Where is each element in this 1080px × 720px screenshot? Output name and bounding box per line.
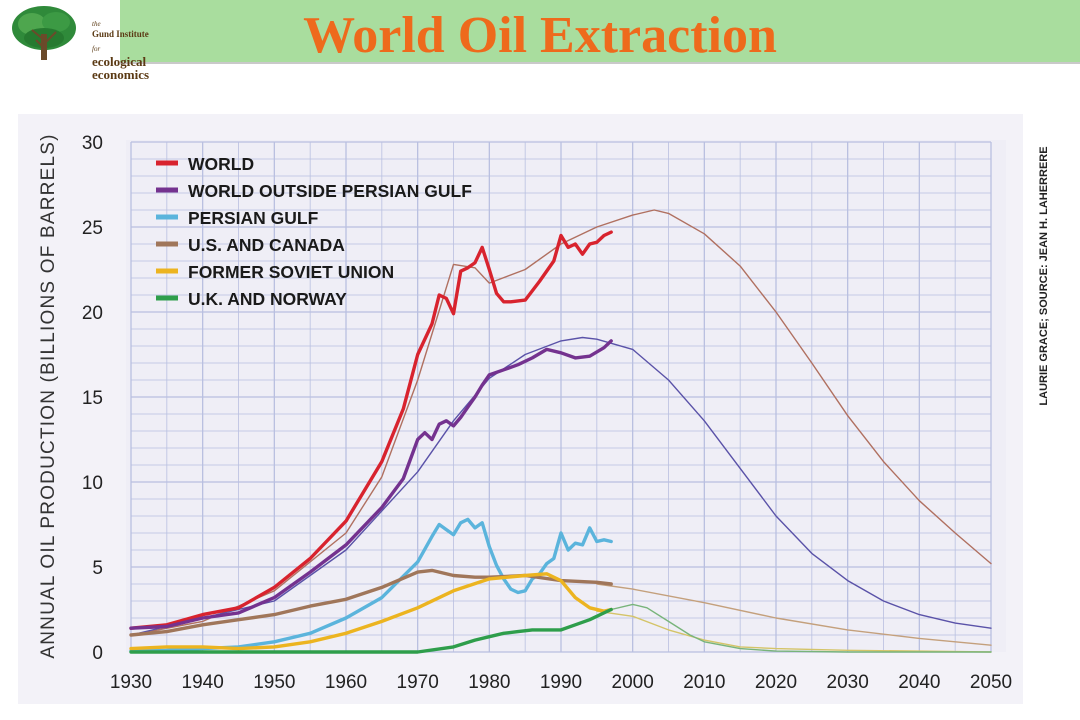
legend-label: U.S. AND CANADA bbox=[188, 235, 345, 255]
legend: WORLD WORLD OUTSIDE PERSIAN GULF PERSIAN G… bbox=[156, 154, 472, 309]
x-tick-label: 1940 bbox=[182, 672, 224, 693]
header-band bbox=[120, 0, 1080, 62]
gund-institute-logo: the Gund Institute for ecological econom… bbox=[8, 4, 168, 81]
projection-curve bbox=[130, 336, 992, 636]
x-tick-label: 2000 bbox=[612, 672, 654, 693]
logo-line-ecological: ecological bbox=[92, 54, 147, 69]
logo-line-the: the bbox=[92, 20, 101, 28]
series-line-world-outside-persian-gulf bbox=[129, 339, 613, 630]
logo-line-for: for bbox=[92, 45, 101, 53]
y-tick-label: 5 bbox=[92, 558, 103, 579]
x-tick-label: 1970 bbox=[397, 672, 439, 693]
series-line-u-k-and-norway bbox=[129, 607, 613, 654]
series-lines bbox=[129, 209, 992, 654]
series-line-world bbox=[129, 230, 613, 630]
y-tick-label: 20 bbox=[82, 303, 103, 324]
y-tick-label: 0 bbox=[92, 643, 103, 664]
legend-label: U.K. AND NORWAY bbox=[188, 289, 347, 309]
x-tick-label: 1990 bbox=[540, 672, 582, 693]
tree-icon bbox=[12, 6, 76, 60]
page-title: World Oil Extraction bbox=[303, 7, 777, 64]
y-tick-label: 15 bbox=[82, 388, 103, 409]
series-line-u-s-and-canada bbox=[129, 568, 613, 637]
projection-curve bbox=[130, 209, 992, 636]
x-tick-label: 2050 bbox=[970, 672, 1012, 693]
projection-curve bbox=[610, 603, 992, 653]
header-rule bbox=[120, 62, 1080, 64]
legend-label: PERSIAN GULF bbox=[188, 208, 319, 228]
x-tick-label: 2030 bbox=[827, 672, 869, 693]
y-axis-label: ANNUAL OIL PRODUCTION (BILLIONS OF BARRE… bbox=[38, 133, 59, 658]
y-tick-label: 10 bbox=[82, 473, 103, 494]
x-tick-label: 2040 bbox=[898, 672, 940, 693]
grid bbox=[130, 141, 992, 653]
x-tick-label: 2020 bbox=[755, 672, 797, 693]
x-tick-label: 2010 bbox=[683, 672, 725, 693]
y-tick-label: 25 bbox=[82, 218, 103, 239]
x-tick-label: 1980 bbox=[468, 672, 510, 693]
y-tick-labels: 0 5 10 15 20 25 30 bbox=[82, 133, 103, 664]
x-tick-label: 1930 bbox=[110, 672, 152, 693]
legend-label: WORLD OUTSIDE PERSIAN GULF bbox=[188, 181, 472, 201]
logo-line-economics: economics bbox=[92, 67, 150, 82]
source-credit: LAURIE GRACE; SOURCE: JEAN H. LAHERRERE bbox=[1038, 146, 1050, 405]
x-tick-labels: 1930 1940 1950 1960 1970 1980 1990 2000 2010 2020… bbox=[110, 672, 1012, 693]
x-tick-label: 1950 bbox=[253, 672, 295, 693]
x-tick-label: 1960 bbox=[325, 672, 367, 693]
slide-header: the Gund Institute for ecological econom… bbox=[0, 0, 1080, 81]
series-line-former-soviet-union bbox=[129, 572, 613, 651]
oil-extraction-chart: 0 5 10 15 20 25 30 1930 1940 1950 1960 1970 1980 199… bbox=[0, 64, 1080, 720]
projection-curve bbox=[596, 610, 992, 653]
chart-svg: 0 5 10 15 20 25 30 1930 1940 1950 1960 1970 1980 199… bbox=[18, 114, 1050, 704]
series-line-persian-gulf bbox=[129, 517, 613, 653]
legend-label: WORLD bbox=[188, 154, 254, 174]
y-tick-label: 30 bbox=[82, 133, 103, 154]
legend-label: FORMER SOVIET UNION bbox=[188, 262, 394, 282]
logo-line-gund: Gund Institute bbox=[92, 29, 149, 39]
projection-curve bbox=[596, 583, 992, 646]
